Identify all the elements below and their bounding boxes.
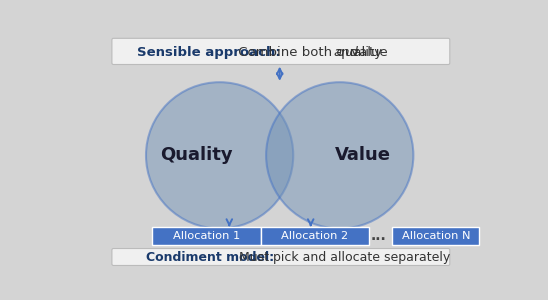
FancyBboxPatch shape (112, 248, 450, 266)
FancyBboxPatch shape (152, 227, 261, 245)
Text: Allocation N: Allocation N (402, 231, 470, 241)
Circle shape (266, 82, 413, 229)
Text: Quality: Quality (160, 146, 233, 164)
Text: ...: ... (370, 229, 386, 243)
Text: Allocation 1: Allocation 1 (173, 231, 240, 241)
Text: Value: Value (335, 146, 391, 164)
Text: and: and (334, 46, 358, 59)
Text: Condiment model:: Condiment model: (146, 251, 274, 264)
FancyBboxPatch shape (112, 38, 450, 64)
Text: Sensible approach:: Sensible approach: (136, 46, 281, 59)
Text: value: value (347, 46, 388, 59)
Text: Combine both quality: Combine both quality (233, 46, 386, 59)
Circle shape (146, 82, 293, 229)
FancyBboxPatch shape (261, 227, 369, 245)
FancyBboxPatch shape (392, 227, 480, 245)
Text: Must pick and allocate separately: Must pick and allocate separately (235, 251, 450, 264)
Text: Allocation 2: Allocation 2 (281, 231, 349, 241)
